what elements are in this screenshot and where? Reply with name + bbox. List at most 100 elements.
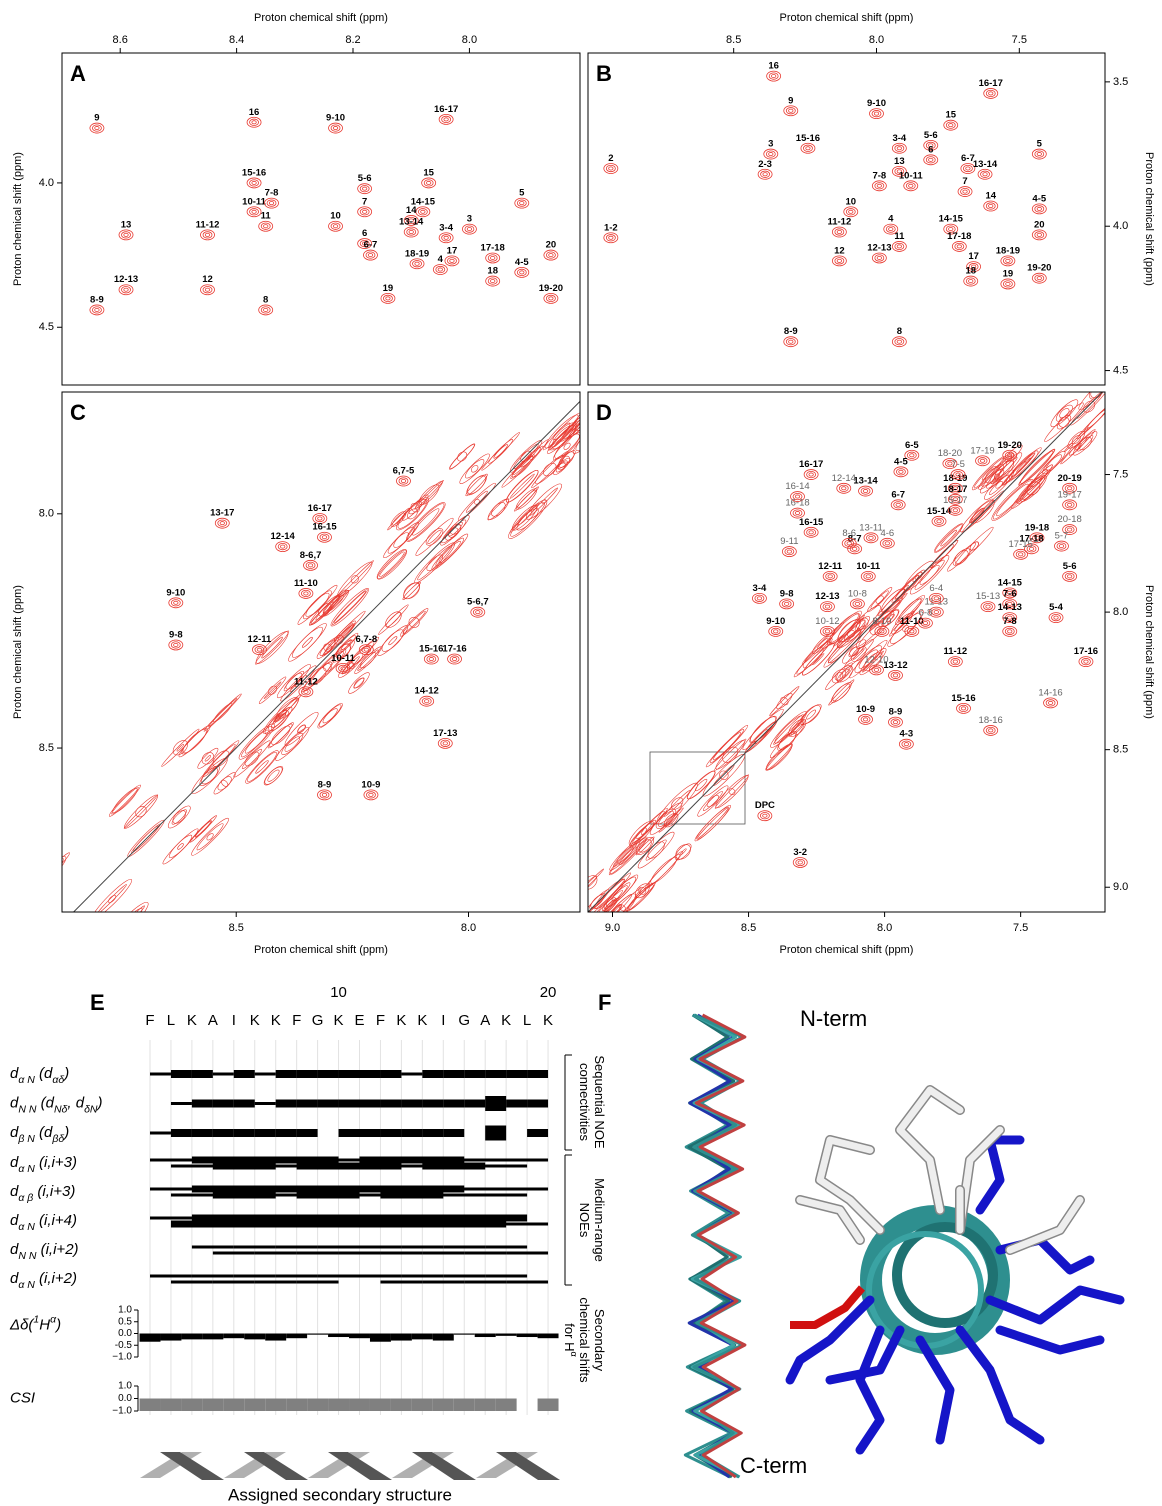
diagonal-contour: [276, 664, 311, 699]
diagonal-contour: [687, 770, 716, 800]
diagonal-contour: [588, 868, 605, 897]
diagonal-contour: [269, 723, 293, 747]
diagonal-contour: [827, 629, 862, 664]
diagonal-contour: [233, 740, 271, 778]
peak: [485, 275, 501, 287]
diagonal-contour: [837, 666, 853, 682]
peak-ring: [443, 117, 449, 122]
diagonal-contour: [706, 794, 719, 808]
peak-label: 15-16: [419, 644, 443, 655]
peak-label: 12-11: [818, 561, 842, 572]
plot-area: 16 9 9-10 16-17 15 3 15-16 2 2-3 3-4 5-6 5 6 6-7 13 13-…: [603, 61, 1051, 348]
label: NOEs: [577, 1203, 592, 1238]
diagonal-contour: [806, 709, 817, 720]
peak-ring: [871, 666, 882, 674]
label-part: αδ: [52, 1074, 64, 1086]
diagonal-contour: [1018, 449, 1055, 486]
peak-label: 1-2: [604, 222, 618, 233]
peak-ring: [400, 479, 407, 484]
peak: [1002, 612, 1018, 624]
peak-ring: [822, 603, 833, 611]
noe-segment: [296, 1251, 339, 1255]
peak-ring: [903, 742, 909, 747]
diagonal-contour: [558, 462, 566, 471]
diagonal-contour: [714, 738, 747, 771]
y-tick-label: 8.0: [39, 508, 54, 520]
peak-label: 18-19: [943, 473, 967, 484]
residue: F: [376, 1012, 385, 1029]
peak: [943, 119, 959, 131]
peak-ring: [960, 706, 967, 711]
diagonal-contour: [172, 740, 188, 756]
peak-ring: [441, 234, 452, 242]
peak-ring: [884, 541, 890, 546]
label-part: Sequential NOE: [592, 1055, 607, 1149]
shift-bar: [537, 1398, 559, 1411]
shift-bar: [181, 1398, 203, 1411]
peak-label: 15-16: [242, 167, 266, 178]
peak-ring: [834, 228, 845, 236]
label-part: Δδ(: [9, 1316, 35, 1333]
peak-ring: [954, 242, 965, 251]
peak: [246, 177, 262, 189]
peak-ring: [866, 534, 876, 542]
peak: [264, 197, 279, 209]
noe-bar: [275, 1099, 297, 1108]
diagonal-contour: [1017, 475, 1045, 503]
diagonal-contour: [176, 744, 185, 752]
peak: [603, 163, 619, 174]
diagonal-contour: [1016, 474, 1046, 504]
diagonal-contour: [377, 625, 409, 656]
noe-segment: [275, 1245, 318, 1249]
noe-bar: [338, 1070, 360, 1078]
diagonal-contour: [603, 888, 642, 912]
diagonal-contour: [244, 729, 269, 754]
noe-segment: [275, 1274, 318, 1278]
peak-ring: [1051, 614, 1061, 622]
diagonal-contour: [201, 752, 215, 765]
diagonal-contour: [387, 507, 410, 531]
peak: [781, 546, 797, 557]
diagonal-contour: [255, 631, 289, 664]
label: dα N (dαδ): [10, 1065, 69, 1086]
peak: [470, 606, 486, 618]
diagonal-contour: [465, 459, 485, 479]
noe-segment: [338, 1220, 423, 1228]
peak-ring: [321, 792, 328, 797]
peak-ring: [906, 451, 917, 459]
peak-label: 17-19: [970, 445, 994, 456]
peak-ring: [968, 279, 974, 284]
peak-label: 6-5: [905, 440, 919, 451]
noe-bar: [401, 1129, 423, 1137]
peak-ring: [893, 501, 904, 509]
peak-label: 11-12: [943, 646, 967, 657]
shift-bar: [516, 1333, 538, 1338]
shift-bar: [223, 1333, 245, 1339]
diagonal-contour: [493, 444, 508, 459]
peak-ring: [890, 671, 901, 679]
peak-ring: [933, 596, 939, 601]
diagonal-contour: [778, 732, 796, 750]
noe-bar: [422, 1129, 444, 1137]
peak-ring: [330, 222, 341, 230]
diagonal-contour: [206, 744, 236, 774]
noe-segment: [317, 1245, 360, 1249]
peak-ring: [608, 235, 614, 240]
residue: F: [292, 1012, 301, 1029]
peak-ring: [251, 120, 257, 125]
residue: K: [271, 1012, 281, 1029]
side-chain: [915, 1335, 955, 1445]
peak-ring: [928, 157, 934, 162]
peak-label: 9-10: [766, 616, 785, 627]
y-axis-title: Proton chemical shift (ppm): [1143, 152, 1155, 286]
diagonal-contour: [1020, 450, 1054, 484]
peak: [328, 122, 343, 134]
diagonal-contour: [203, 693, 242, 732]
peak-ring: [1004, 451, 1015, 459]
x-tick-label: 8.0: [869, 34, 884, 46]
diagonal-contour: [550, 424, 575, 449]
noe-bar: [275, 1129, 297, 1137]
peak-ring: [806, 470, 817, 479]
panel: 6,7-5 13-17 16-17 16-15 12-14 8-6,7 5-6,7 11-10…: [12, 391, 581, 956]
label-part: , d: [67, 1094, 84, 1111]
